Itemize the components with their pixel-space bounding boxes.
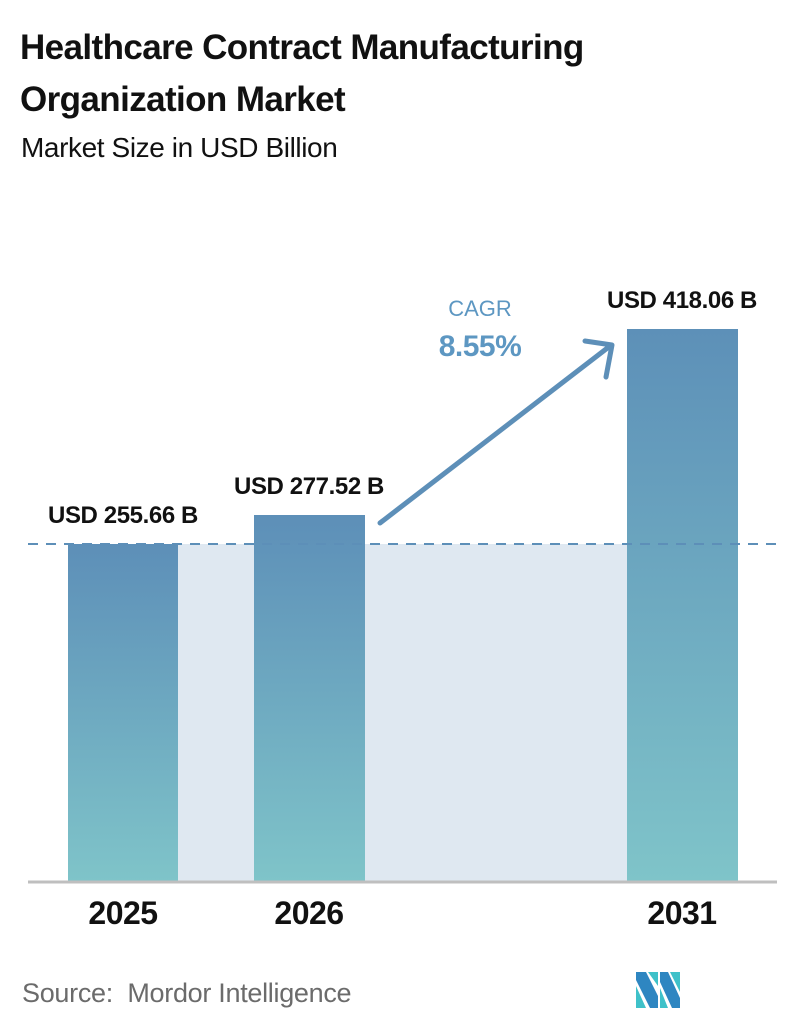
reference-fill-region <box>178 544 627 882</box>
x-tick-2031: 2031 <box>647 895 717 931</box>
bar-label-2026: USD 277.52 B <box>234 473 384 500</box>
bar-label-2031: USD 418.06 B <box>607 287 757 314</box>
mordor-intelligence-logo-icon <box>636 972 680 1008</box>
bar-2031 <box>627 329 738 882</box>
source-text: Source: Mordor Intelligence <box>22 978 352 1008</box>
x-tick-2026: 2026 <box>274 895 344 931</box>
x-tick-2025: 2025 <box>88 895 158 931</box>
bar-2026 <box>254 515 365 882</box>
bar-label-2025: USD 255.66 B <box>48 502 198 529</box>
chart-title: Healthcare Contract Manufacturing Organi… <box>20 28 584 119</box>
bar-2025 <box>68 544 178 882</box>
cagr-arrow-icon <box>377 338 615 526</box>
chart-subtitle: Market Size in USD Billion <box>21 132 338 163</box>
cagr-value: 8.55% <box>438 330 522 363</box>
cagr-label: CAGR <box>448 296 512 321</box>
